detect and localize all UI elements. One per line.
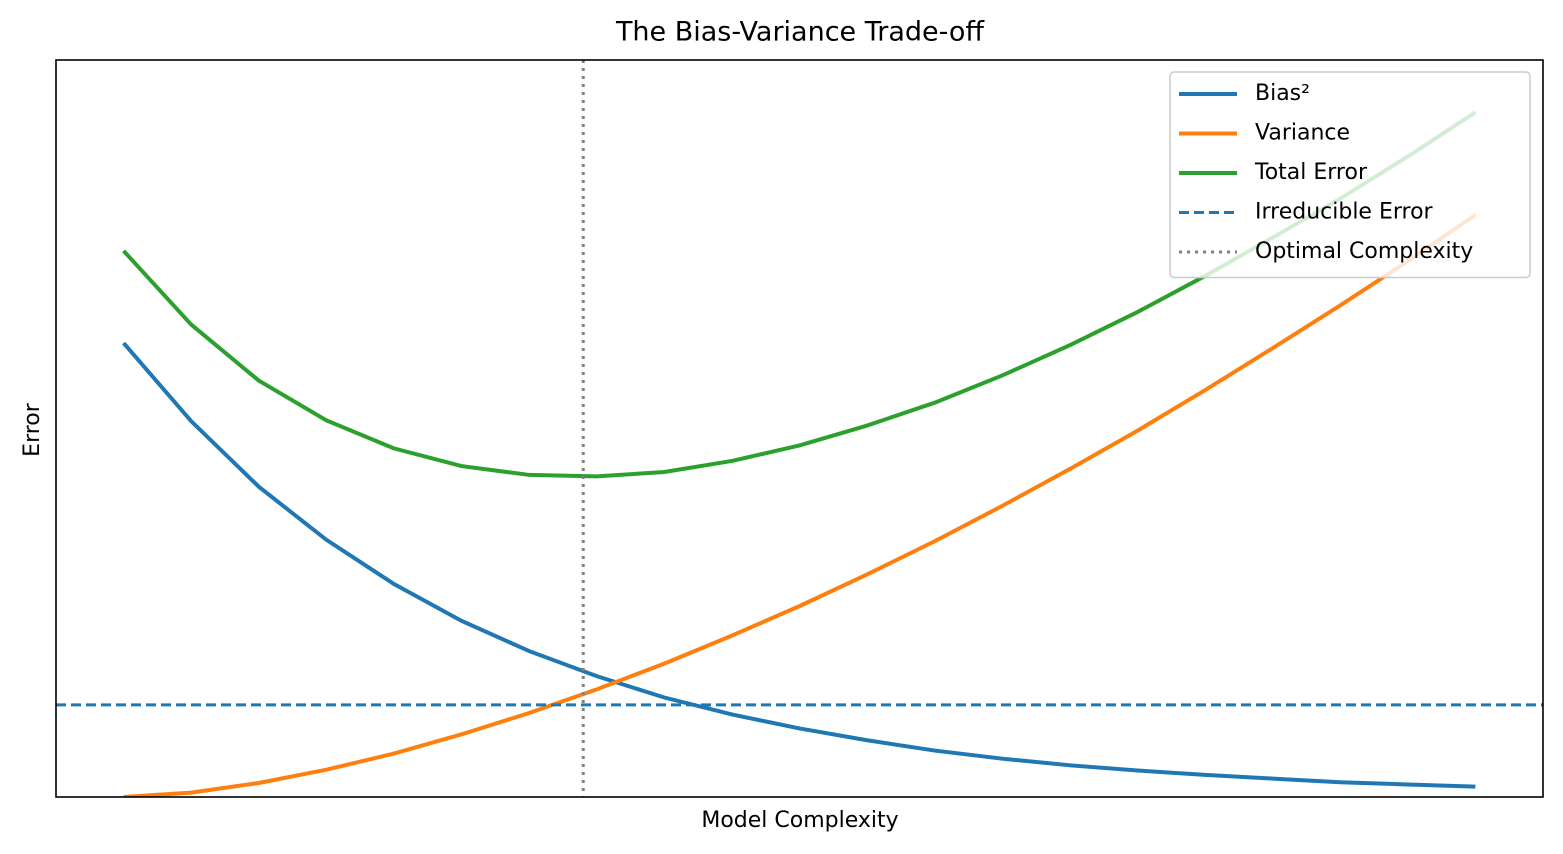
x-axis-label: Model Complexity xyxy=(701,808,898,833)
y-axis-label: Error xyxy=(20,402,45,457)
plot-frame xyxy=(55,59,1544,798)
legend: Bias² Variance Total Error Irreducible Erro… xyxy=(1169,71,1531,279)
legend-label: Optimal Complexity xyxy=(1255,239,1473,264)
legend-box xyxy=(1169,71,1531,279)
legend-label: Bias² xyxy=(1255,81,1310,106)
legend-label: Total Error xyxy=(1254,160,1368,185)
line-series xyxy=(123,213,1477,797)
legend-label: Variance xyxy=(1255,121,1350,146)
chart-title: The Bias-Variance Trade-off xyxy=(615,17,985,48)
legend-label: Irreducible Error xyxy=(1255,200,1434,225)
line-series xyxy=(122,341,1476,789)
